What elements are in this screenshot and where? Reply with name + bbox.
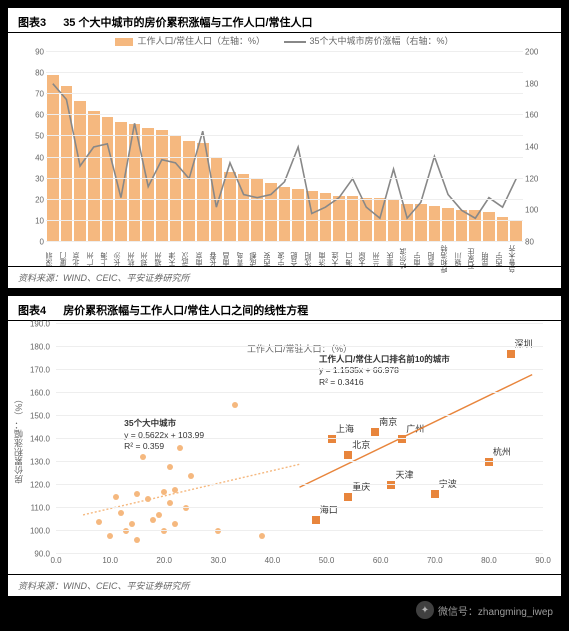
chart4-plot: 房价累积涨幅：（%） 90.0100.0110.0120.0130.0140.0… (56, 324, 543, 554)
watermark-text: 微信号：zhangming_iwep (438, 603, 553, 618)
chart3-plot: 0102030405060708090 80100120140160180200… (46, 52, 523, 242)
chart3-yaxis-right: 80100120140160180200 (525, 52, 553, 242)
chart3-index: 图表3 (18, 17, 46, 29)
equation-box-1: 35个大中城市y = 0.5622x + 103.99R² = 0.359 (124, 418, 204, 452)
chart4-text: 房价累积涨幅与工作人口/常住人口之间的线性方程 (63, 305, 308, 317)
chart4-title: 图表4 房价累积涨幅与工作人口/常住人口之间的线性方程 (8, 296, 561, 321)
chart3-line (46, 52, 523, 242)
chart3-yaxis-left: 0102030405060708090 (16, 52, 44, 242)
chart4-panel: 图表4 房价累积涨幅与工作人口/常住人口之间的线性方程 房价累积涨幅：（%） 9… (8, 296, 561, 596)
chart3-text: 35 个大中城市的房价累积涨幅与工作人口/常住人口 (63, 17, 312, 29)
chart4-yaxis: 90.0100.0110.0120.0130.0140.0150.0160.01… (22, 324, 50, 554)
chart3-title: 图表3 35 个大中城市的房价累积涨幅与工作人口/常住人口 (8, 8, 561, 33)
watermark: ✦ 微信号：zhangming_iwep (416, 601, 553, 619)
chart4-scatter: 海口重庆上海北京南京广州天津宁波杭州深圳35个大中城市y = 0.5622x +… (56, 324, 543, 554)
chart4-xlabel: 工作人口/常驻人口：（%） (56, 342, 543, 355)
equation-box-2: 工作人口/常住人口排名前10的城市y = 1.1535x + 66.978R² … (319, 354, 450, 388)
chart3-source: 资料来源：WIND、CEIC、平安证券研究所 (8, 266, 561, 288)
bar-swatch (115, 38, 133, 46)
chart3-panel: 图表3 35 个大中城市的房价累积涨幅与工作人口/常住人口 工作人口/常住人口（… (8, 8, 561, 288)
chart3-legend: 工作人口/常住人口（左轴：%） 35个大中城市房价涨幅（右轴：%） (8, 34, 561, 47)
wechat-icon: ✦ (416, 601, 434, 619)
line-swatch (284, 41, 306, 43)
chart4-index: 图表4 (18, 305, 46, 317)
legend-bar: 工作人口/常住人口（左轴：%） (115, 34, 265, 47)
chart4-source: 资料来源：WIND、CEIC、平安证券研究所 (8, 574, 561, 596)
legend-line: 35个大中城市房价涨幅（右轴：%） (284, 34, 454, 47)
